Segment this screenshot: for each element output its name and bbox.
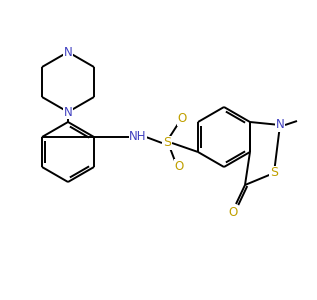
Text: O: O [178, 112, 187, 125]
Text: O: O [174, 160, 184, 172]
Text: S: S [270, 167, 278, 179]
Text: NH: NH [129, 130, 147, 143]
Text: N: N [275, 118, 284, 131]
Text: O: O [228, 206, 238, 218]
Text: S: S [163, 136, 171, 149]
Text: N: N [64, 46, 72, 59]
Text: N: N [64, 106, 72, 118]
